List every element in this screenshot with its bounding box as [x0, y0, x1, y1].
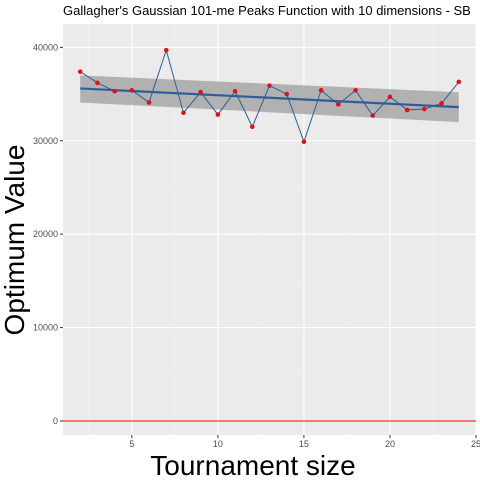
data-point — [163, 47, 169, 53]
x-axis-title: Tournament size — [150, 450, 355, 480]
data-points-layer — [77, 47, 462, 144]
x-axis-ticks: 5 10 15 20 25 — [129, 435, 480, 449]
data-point — [112, 88, 117, 94]
trend-line-layer — [80, 87, 459, 109]
y-tick-label: 20000 — [33, 229, 58, 239]
data-point — [267, 83, 272, 88]
data-point — [370, 113, 376, 118]
data-point — [439, 101, 444, 106]
y-tick-label: 10000 — [33, 323, 58, 333]
y-axis-ticks: 0 10000 20000 30000 40000 — [33, 42, 63, 426]
data-point — [422, 106, 427, 112]
y-axis-title: Optimum Value — [0, 145, 30, 336]
data-point — [318, 88, 324, 93]
x-tick-label: 15 — [299, 439, 309, 449]
data-point — [249, 124, 255, 130]
y-tick-label: 40000 — [33, 42, 58, 52]
data-point — [336, 102, 341, 107]
data-point — [353, 88, 358, 93]
chart-title: Gallagher's Gaussian 101-me Peaks Functi… — [63, 3, 471, 18]
x-tick-label: 20 — [385, 439, 395, 449]
data-point — [198, 89, 203, 95]
data-point — [146, 100, 152, 105]
data-point — [232, 88, 238, 94]
data-point — [456, 79, 462, 85]
data-point — [301, 139, 307, 144]
data-point — [387, 94, 393, 100]
data-point — [404, 107, 410, 113]
x-tick-label: 25 — [471, 439, 480, 449]
data-point — [95, 80, 100, 86]
data-point — [181, 110, 186, 116]
trend-line — [80, 87, 459, 109]
data-point — [129, 88, 135, 93]
x-tick-label: 5 — [129, 439, 134, 449]
data-point — [284, 91, 290, 97]
data-point — [215, 112, 221, 117]
x-tick-label: 10 — [213, 439, 223, 449]
y-tick-label: 0 — [53, 416, 58, 426]
y-tick-label: 30000 — [33, 136, 58, 146]
data-point — [77, 69, 83, 74]
